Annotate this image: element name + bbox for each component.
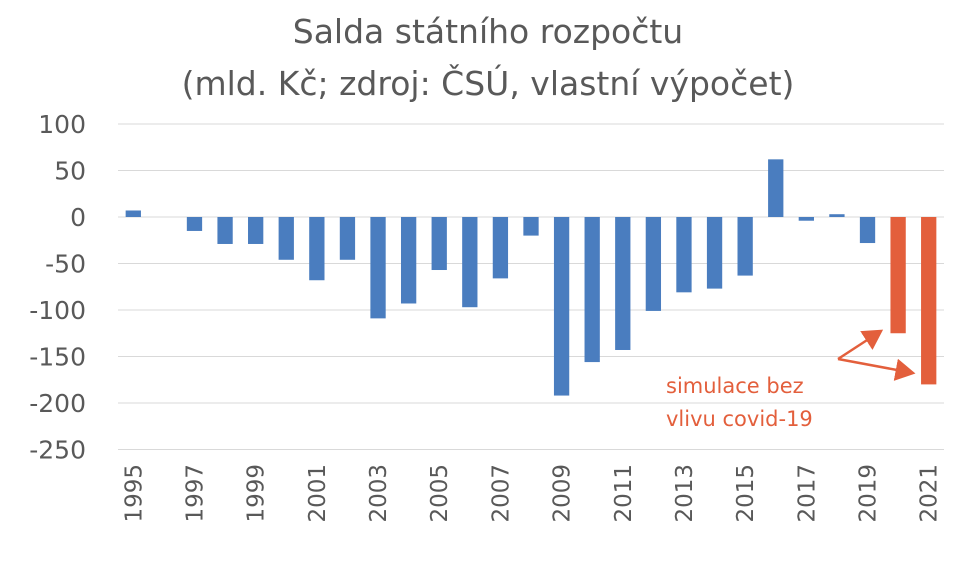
y-tick-label: 0 [70, 203, 86, 232]
x-tick-label: 2013 [672, 464, 698, 523]
x-tick-label: 2001 [305, 464, 331, 523]
x-tick-label: 2019 [856, 464, 882, 523]
bar-2020 [890, 217, 906, 334]
bar-2017 [798, 217, 814, 221]
x-tick-label: 2021 [917, 464, 943, 523]
y-tick-label: -50 [45, 250, 86, 279]
bar-2008 [523, 217, 539, 236]
x-tick-label: 2015 [733, 464, 759, 523]
y-tick-label: 50 [54, 157, 86, 186]
bar-2001 [309, 217, 325, 281]
y-tick-label: -250 [29, 436, 86, 465]
annotation-arrow-2021 [837, 357, 916, 381]
bar-2013 [676, 217, 692, 293]
chart-title: Salda státního rozpočtu [292, 12, 684, 51]
bar-2012 [645, 217, 662, 311]
x-tick-label: 2005 [427, 464, 453, 523]
bar-2021 [921, 217, 937, 385]
bar-2004 [400, 217, 417, 304]
bar-2003 [370, 217, 386, 319]
y-tick-label: -150 [29, 343, 86, 372]
bar-2002 [339, 217, 356, 260]
annotation-text: vlivu covid-19 [666, 407, 813, 431]
bar-2014 [706, 217, 723, 289]
x-tick-label: 2017 [794, 464, 820, 523]
bar-2005 [431, 217, 447, 271]
bar-1995 [125, 210, 141, 217]
bar-1997 [186, 217, 203, 231]
x-tick-label: 1995 [121, 464, 147, 523]
y-tick-label: -200 [29, 389, 86, 418]
x-tick-label: 2009 [550, 464, 576, 523]
bar-2009 [553, 217, 570, 396]
x-tick-label: 1999 [244, 464, 270, 523]
bar-2000 [278, 217, 294, 260]
chart-subtitle: (mld. Kč; zdroj: ČSÚ, vlastní výpočet) [181, 64, 795, 103]
bar-2019 [859, 217, 876, 244]
annotation-text: simulace bez [666, 374, 804, 398]
bar-2016 [768, 159, 784, 217]
x-tick-label: 1997 [182, 464, 208, 523]
y-tick-label: -100 [29, 296, 86, 325]
bar-2010 [584, 217, 600, 363]
bar-2011 [615, 217, 631, 350]
x-tick-label: 2003 [366, 464, 392, 523]
x-tick-label: 2011 [611, 464, 637, 523]
bar-1998 [217, 217, 233, 244]
bar-2006 [462, 217, 478, 308]
bar-1999 [248, 217, 264, 244]
bar-2007 [492, 217, 509, 279]
x-tick-label: 2007 [488, 464, 514, 523]
annotation-arrow-2020 [837, 329, 884, 361]
bar-2015 [737, 217, 753, 276]
bar-2018 [829, 214, 845, 217]
y-tick-label: 100 [38, 110, 86, 139]
